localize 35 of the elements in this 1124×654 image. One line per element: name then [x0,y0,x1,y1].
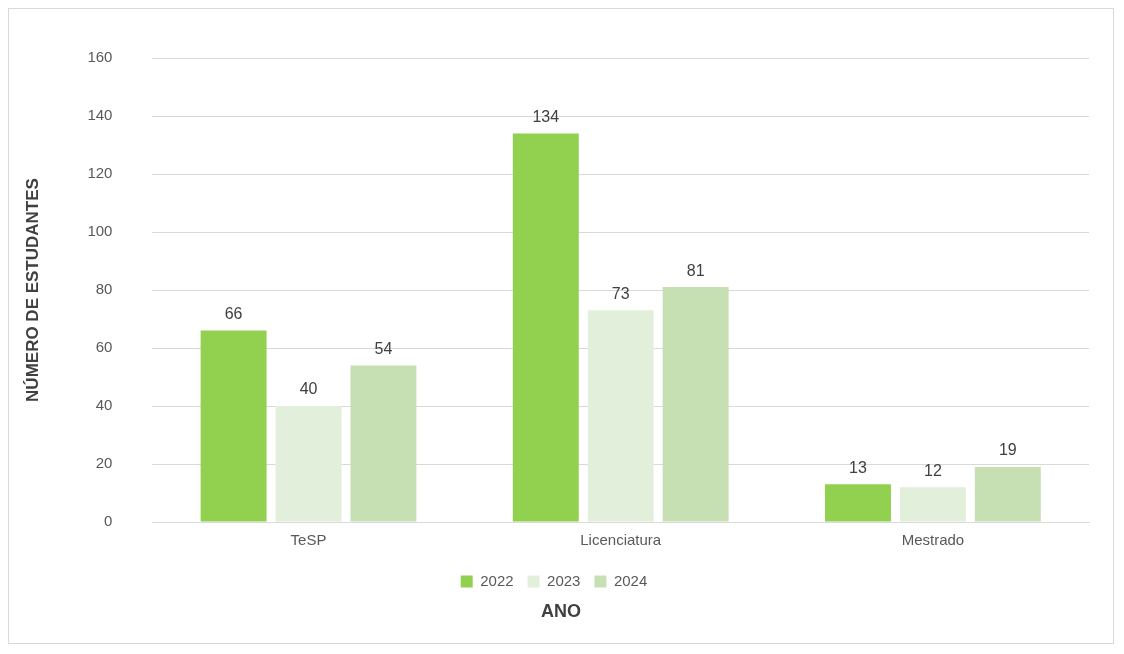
x-tick-label: Mestrado [901,531,965,549]
bar [200,330,267,522]
y-tick-label: 60 [95,338,113,356]
y-tick-label: 100 [87,222,113,240]
bar [350,365,417,522]
y-tick-label: 140 [87,106,113,124]
y-tick-label: 0 [104,512,113,530]
x-axis-title: ANO [540,601,582,622]
bar [899,487,966,522]
y-tick-label: 160 [87,48,113,66]
data-label: 54 [374,339,393,357]
data-label: 81 [686,261,705,279]
legend-label: 2023 [547,571,581,589]
y-tick-label: 20 [95,454,113,472]
bar [587,310,654,522]
y-tick-label: 40 [95,396,113,414]
data-label: 66 [224,305,243,323]
bar [974,466,1041,522]
data-label: 19 [998,441,1017,459]
y-axis-title: NÚMERO DE ESTUDANTES [22,178,42,402]
data-label: 73 [611,284,630,302]
bar [275,406,342,522]
y-tick-label: 80 [95,280,113,298]
data-label: 12 [924,461,942,479]
legend-label: 2024 [613,571,648,589]
x-tick-label: TeSP [290,531,327,549]
y-tick-label: 120 [87,164,113,182]
bar [512,133,579,522]
bar [825,484,891,522]
x-tick-label: Licenciatura [580,531,662,549]
data-label: 40 [299,380,318,398]
bar [662,287,729,522]
data-label: 134 [532,107,560,125]
legend-label: 2022 [480,571,514,589]
data-label: 13 [849,458,867,476]
